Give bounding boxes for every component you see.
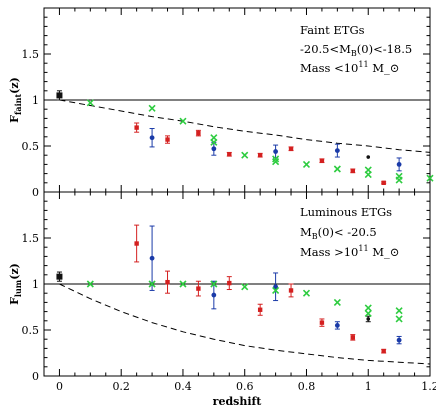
top-series4-point-0: [86, 99, 94, 107]
top-series4-point-7: [272, 158, 280, 166]
top-series2-point-3: [334, 148, 340, 154]
top-series4-point-1: [148, 104, 156, 112]
bottom-series4-point-10: [395, 307, 403, 315]
top-series4-point-14: [426, 174, 434, 182]
bottom-series1-point-4: [257, 307, 263, 312]
bottom-series4-point-6: [302, 289, 311, 297]
bottom-data-layer: [56, 224, 403, 354]
top-annotation-line-1: Faint ETGs: [300, 23, 365, 37]
bottom-series3-point-0: [366, 317, 371, 321]
bottom-series1-point-6: [319, 320, 325, 325]
bottom-series1-point-7: [350, 335, 355, 340]
top-y-axis-label-tail: (z): [8, 77, 21, 94]
bottom-series2-point-0: [149, 255, 155, 261]
bottom-y-axis-label-tail: (z): [8, 263, 21, 280]
top-series2-point-1: [211, 146, 217, 152]
top-series4-point-9: [333, 165, 341, 173]
top-series2-point-4: [396, 162, 402, 167]
bottom-series2-point-1: [211, 292, 217, 298]
bottom-series1-point-0: [134, 241, 139, 246]
top-series4-point-11: [364, 170, 372, 179]
top-model-curve: [59, 99, 431, 153]
bottom-series4-point-9: [364, 309, 372, 318]
bottom-series1-point-2: [196, 286, 201, 291]
bottom-series0-point-0: [56, 273, 63, 280]
bottom-series4-point-8: [364, 304, 372, 312]
bottom-xtick-label-3: 0.6: [236, 380, 254, 393]
top-series4-point-6: [272, 155, 280, 163]
bottom-series4-point-1: [148, 280, 156, 288]
bottom-series4-point-11: [395, 315, 403, 323]
top-series1-point-6: [319, 158, 325, 163]
bottom-ytick-label-2: 1: [32, 278, 39, 291]
bottom-y-axis-label-sub: lum: [13, 279, 23, 297]
bottom-series1-point-1: [165, 279, 170, 285]
top-series1-point-3: [227, 152, 232, 157]
top-ytick-label-1: 0.5: [22, 140, 40, 153]
top-series4-point-2: [179, 117, 187, 125]
bottom-xtick-label-4: 0.8: [298, 380, 316, 393]
top-series4-point-5: [241, 151, 249, 159]
top-series4-point-4: [210, 138, 218, 146]
top-annotation-line-3: Mass <1011 M_⊙: [300, 60, 399, 75]
panel-top: 0 0.5 1 1.5 Faint ETGs -20.5<MB(0)<-18.5 Ma…: [8, 7, 434, 199]
bottom-series4-point-5: [272, 286, 280, 295]
top-y-axis-label-main: F: [8, 115, 21, 123]
bottom-xtick-label-2: 0.4: [174, 380, 192, 393]
top-series1-point-2: [196, 130, 201, 136]
bottom-series1-point-5: [288, 288, 294, 293]
top-series1-point-7: [350, 168, 355, 174]
bottom-series4-point-2: [179, 280, 187, 288]
top-series3-point-0: [366, 155, 371, 159]
bottom-xtick-label-0: 0: [56, 380, 63, 393]
top-series2-point-0: [149, 135, 155, 141]
bottom-y-axis-label-main: F: [8, 297, 21, 305]
top-series1-point-1: [165, 137, 170, 142]
bottom-xtick-label-1: 0.2: [112, 380, 130, 393]
top-series1-point-8: [381, 180, 386, 185]
top-series1-point-5: [288, 146, 294, 151]
top-series4-point-13: [395, 176, 403, 184]
top-series4-point-8: [302, 160, 311, 168]
top-series2-point-2: [273, 149, 278, 154]
bottom-annotation-line-2: MB(0)< -20.5: [300, 225, 377, 241]
top-ytick-label-2: 1: [32, 94, 39, 107]
bottom-series4-point-3: [210, 280, 218, 288]
bottom-series2-point-3: [334, 323, 340, 328]
top-y-axis-label-sub: faint: [13, 94, 23, 115]
bottom-annotation-line-1: Luminous ETGs: [300, 205, 392, 219]
top-series1-point-4: [257, 153, 263, 158]
bottom-xtick-label-5: 1: [365, 380, 372, 393]
bottom-annotation-line-3: Mass >1011 M_⊙: [300, 244, 399, 259]
bottom-series1-point-3: [227, 280, 232, 286]
top-ytick-label-0: 0: [32, 186, 39, 199]
top-ytick-label-3: 1.5: [22, 48, 40, 61]
x-axis-label: redshift: [213, 395, 263, 408]
bottom-series2-point-2: [273, 284, 278, 290]
top-series0-point-0: [56, 92, 63, 99]
bottom-series4-point-4: [241, 283, 249, 291]
top-data-layer: [56, 90, 434, 185]
bottom-ytick-label-3: 1.5: [22, 232, 40, 245]
bottom-series4-point-0: [86, 280, 94, 288]
bottom-series1-point-8: [381, 348, 386, 354]
bottom-y-axis-label: Flum(z): [8, 263, 23, 305]
bottom-ytick-label-0: 0: [32, 370, 39, 383]
panel-bottom: 00.511.50 0.2 0.4 0.6 0.8 1 1.2 Luminous ETGs …: [8, 191, 436, 408]
top-series1-point-0: [134, 125, 139, 130]
bottom-series4-point-7: [333, 298, 341, 306]
bottom-ytick-label-1: 0.5: [22, 324, 40, 337]
bottom-xtick-label-6: 1.2: [421, 380, 436, 393]
top-y-axis-label: Ffaint(z): [8, 77, 23, 123]
bottom-model-curve: [59, 283, 431, 365]
top-annotation-line-2: -20.5<MB(0)<-18.5: [300, 42, 412, 58]
bottom-series2-point-4: [396, 337, 402, 343]
